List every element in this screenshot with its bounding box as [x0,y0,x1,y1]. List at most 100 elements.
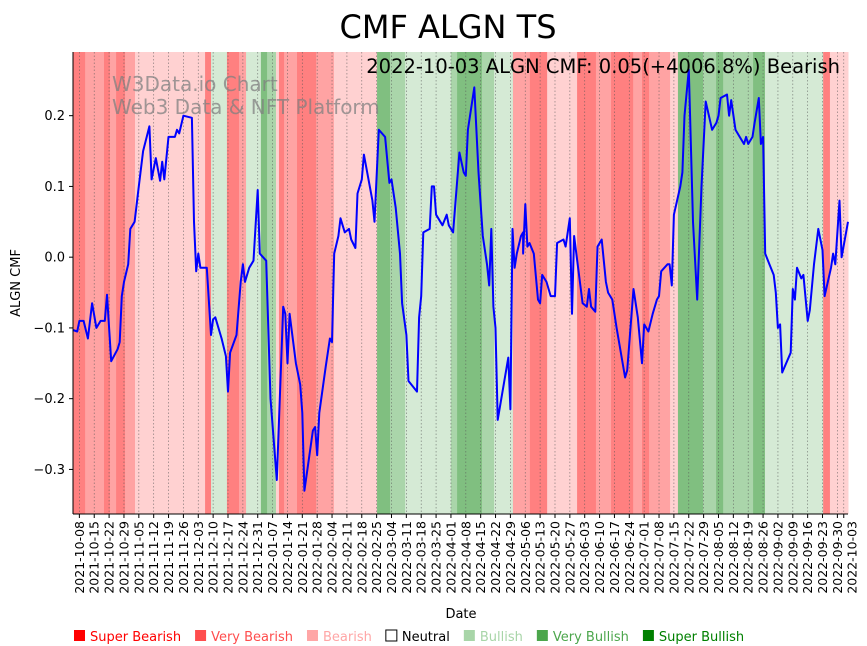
band-sb [642,52,650,514]
band-vb [633,52,643,514]
watermark-line-2: Web3 Data & NFT Platform [112,95,380,119]
x-tick-label: 2022-06-24 [622,521,637,594]
x-tick-label: 2022-07-08 [652,521,667,594]
band-sbu [457,52,483,514]
x-tick-label: 2022-01-21 [295,521,310,594]
legend-item: Bullish [463,630,523,645]
y-tick-label: 0.0 [44,251,65,266]
x-tick-label: 2022-03-25 [429,521,444,594]
y-tick-label: −0.3 [33,463,65,478]
x-ticks: 2021-10-08 2021-10-15 2021-10-22 2021-10-29… [72,514,859,594]
legend-swatch [74,630,85,641]
x-tick-label: 2022-07-22 [681,521,696,594]
y-tick-label: 0.1 [44,180,65,195]
x-tick-label: 2022-06-03 [577,521,592,594]
x-tick-label: 2021-10-15 [87,521,102,594]
x-tick-label: 2021-10-22 [102,521,117,594]
legend-swatch [642,630,654,641]
legend-item: Bearish [306,630,372,645]
band-b [670,52,679,514]
legend-item: Neutral [385,629,450,645]
x-tick-label: 2022-03-11 [399,521,414,594]
x-tick-label: 2022-06-10 [592,521,607,594]
x-tick-label: 2021-11-26 [176,521,191,594]
x-tick-label: 2021-11-19 [161,521,176,594]
x-tick-label: 2021-12-03 [191,521,206,594]
x-tick-label: 2022-04-22 [488,521,503,594]
y-tick-label: −0.1 [33,321,65,336]
x-axis-label: Date [445,607,476,622]
legend-swatch [306,630,318,641]
x-tick-label: 2022-07-01 [637,521,652,594]
x-tick-label: 2021-12-17 [221,521,236,594]
band-bu [494,52,514,514]
watermark: W3Data.io Chart Web3 Data & NFT Platform [112,72,380,119]
x-tick-label: 2021-11-12 [146,521,161,594]
legend-item: Super Bullish [642,630,744,645]
x-tick-label: 2022-09-16 [800,521,815,594]
band-sb [297,52,317,514]
x-tick-label: 2022-08-05 [711,521,726,594]
x-tick-label: 2022-04-15 [473,521,488,594]
x-tick-label: 2022-05-20 [547,521,562,594]
x-tick-label: 2022-02-11 [339,521,354,594]
y-tick-label: −0.2 [33,392,65,407]
band-sb [104,52,111,514]
band-b [829,52,849,514]
x-tick-label: 2022-02-04 [325,521,340,594]
x-tick-label: 2022-09-23 [815,521,830,594]
band-sbu [260,52,268,514]
x-tick-label: 2022-01-07 [265,521,280,594]
band-sb [577,52,597,514]
band-vb [284,52,298,514]
band-sb [278,52,285,514]
band-b [135,52,206,514]
x-tick-label: 2022-04-01 [443,521,458,594]
x-tick-label: 2022-07-29 [696,521,711,594]
x-tick-label: 2021-12-31 [250,521,265,594]
legend-swatch [463,630,475,641]
legend-item: Very Bearish [195,630,293,645]
band-vbu [390,52,406,514]
x-grid [79,52,845,514]
x-tick-label: 2022-02-25 [369,521,384,594]
x-tick-label: 2022-09-02 [770,521,785,594]
x-tick-label: 2021-10-29 [116,521,131,594]
band-sb [226,52,240,514]
x-tick-label: 2022-02-18 [354,521,369,594]
legend-swatch [536,630,548,641]
y-axis-label: ALGN CMF [9,249,24,317]
cmf-series-line [72,68,849,492]
legend-label: Bearish [323,630,372,645]
legend-label: Neutral [402,630,450,645]
legend-label: Very Bullish [553,630,629,645]
legend-label: Very Bearish [211,630,293,645]
x-tick-label: 2022-05-13 [533,521,548,594]
x-tick-label: 2022-09-09 [785,521,800,594]
x-tick-label: 2022-09-30 [830,521,845,594]
legend-item: Very Bullish [536,630,629,645]
x-tick-label: 2021-12-24 [235,521,250,594]
band-sbu [716,52,724,514]
x-tick-label: 2022-07-15 [666,521,681,594]
band-bu [246,52,262,514]
x-tick-label: 2022-08-26 [756,521,771,594]
band-sb [529,52,548,514]
legend-label: Super Bullish [659,630,744,645]
x-tick-label: 2021-12-10 [206,521,221,594]
band-vb [512,52,531,514]
sentiment-bands [73,52,849,514]
band-b [333,52,378,514]
x-tick-label: 2022-06-17 [607,521,622,594]
legend: Super Bearish Very Bearish Bearish Neutral B… [74,629,744,645]
x-tick-label: 2022-05-06 [518,521,533,594]
legend-item: Super Bearish [74,630,181,645]
x-tick-label: 2022-03-04 [384,521,399,594]
band-vb [595,52,612,514]
chart-subtitle: 2022-10-03 ALGN CMF: 0.05(+4006.8%) Bear… [366,55,840,78]
band-vb [85,52,105,514]
x-tick-label: 2022-03-18 [414,521,429,594]
y-ticks: 0.2 0.1 0.0 −0.1 −0.2 −0.3 [33,109,73,478]
chart-title: CMF ALGN TS [339,8,556,46]
